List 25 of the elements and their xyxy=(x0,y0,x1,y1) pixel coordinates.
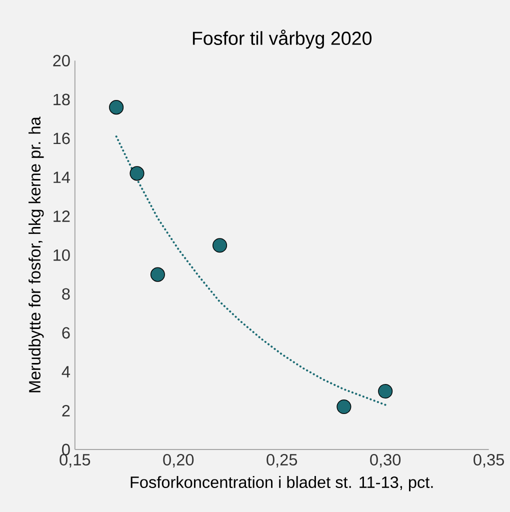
x-axis-title: Fosforkoncentration i bladet st. 11-13, pct. xyxy=(130,476,433,492)
point xyxy=(108,100,124,115)
point xyxy=(336,400,352,414)
y-tick-label: 10 xyxy=(54,249,70,261)
chart-title: Fosfor til vårbyg 2020 xyxy=(192,30,372,49)
y-tick-label: 6 xyxy=(62,327,70,339)
x-tick-label: 0,15 xyxy=(60,454,90,468)
point xyxy=(150,267,165,282)
y-tick-label: 16 xyxy=(54,132,70,144)
x-tick-label: 0,35 xyxy=(473,454,504,468)
x-tick-label: 0,30 xyxy=(370,454,400,468)
point xyxy=(212,238,227,253)
point xyxy=(130,166,144,181)
y-axis-title: Merudbytte for fosfor, hkg kerne pr. ha xyxy=(28,116,44,392)
x-tick-label: 0,25 xyxy=(266,454,297,468)
y-tick-label: 4 xyxy=(62,366,70,378)
y-tick-label: 18 xyxy=(54,94,70,106)
y-tick-label: 2 xyxy=(62,404,70,416)
y-tick-label: 8 xyxy=(62,288,70,300)
y-tick-label: 20 xyxy=(53,54,70,66)
y-tick-label: 14 xyxy=(54,172,70,183)
y-tick-label: 12 xyxy=(54,210,70,222)
x-tick-label: 0,20 xyxy=(163,454,194,468)
y-tick-label: 0 xyxy=(62,444,70,456)
point xyxy=(378,384,393,398)
